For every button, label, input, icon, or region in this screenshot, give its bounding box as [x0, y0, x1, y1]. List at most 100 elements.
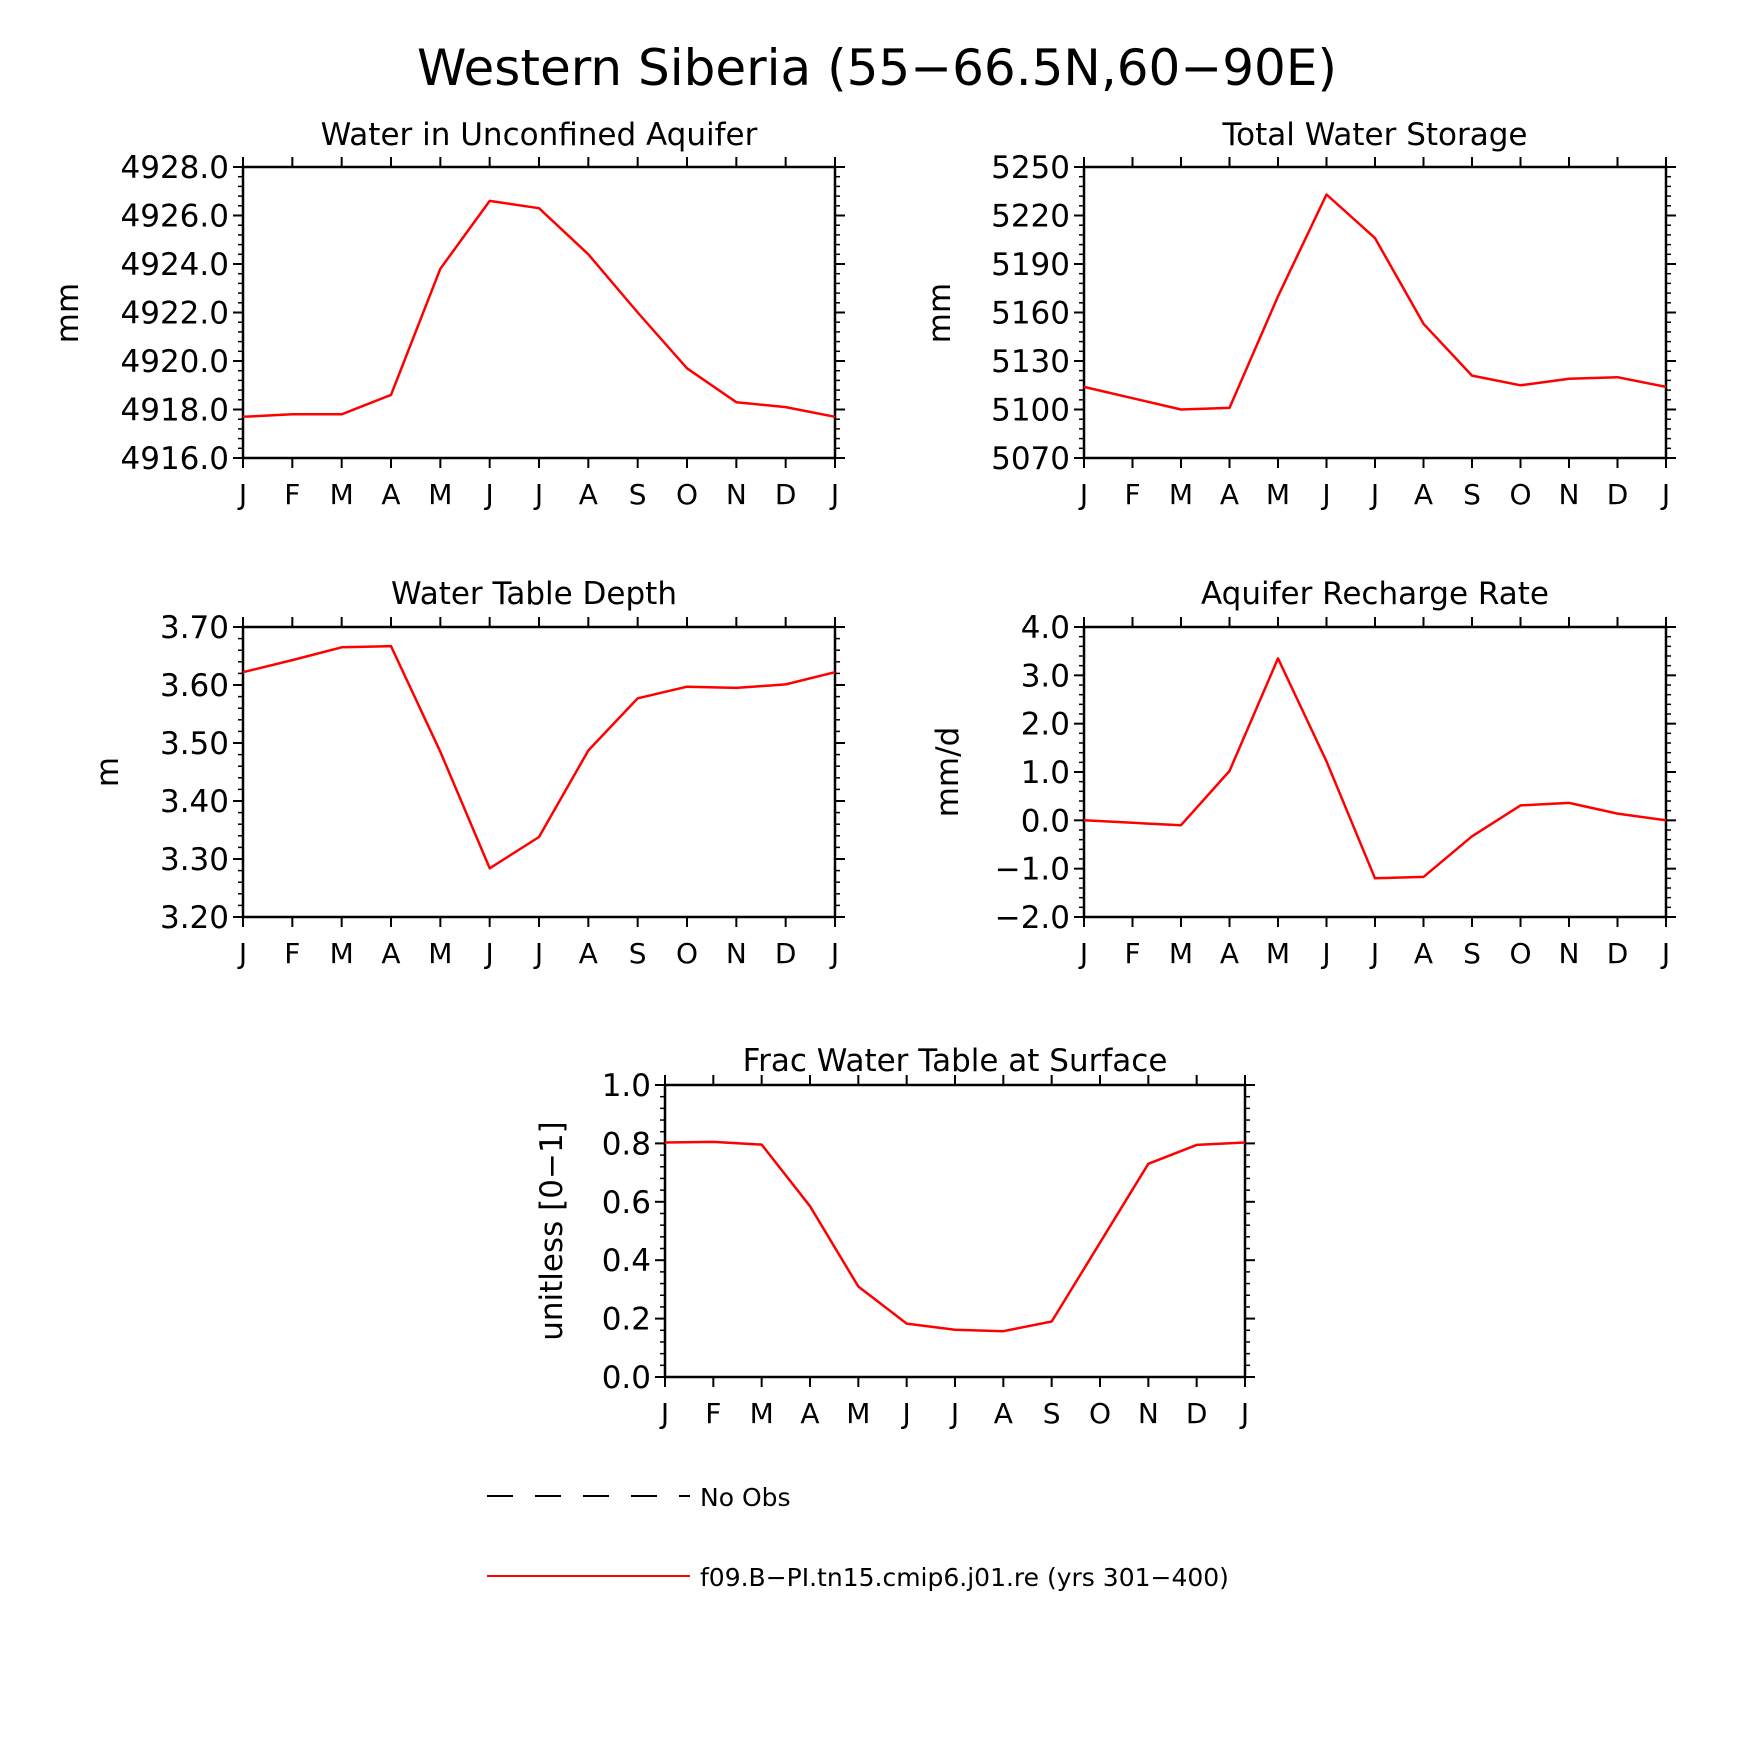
- y-tick-label: 3.40: [160, 784, 229, 820]
- plot-frame: [1082, 165, 1668, 460]
- x-tick-label: M: [428, 478, 452, 511]
- x-tick-label: J: [829, 478, 839, 511]
- y-tick-label: 0.4: [602, 1243, 651, 1279]
- x-tick-label: J: [484, 937, 494, 970]
- plot-frame: [663, 1083, 1247, 1379]
- x-tick-label: M: [1266, 478, 1290, 511]
- y-tick-label: −1.0: [995, 852, 1070, 888]
- x-tick-label: A: [1414, 937, 1433, 970]
- x-tick-label: N: [726, 937, 747, 970]
- panel-title: Aquifer Recharge Rate: [1201, 576, 1549, 612]
- x-tick-label: N: [1559, 478, 1580, 511]
- y-tick-label: 1.0: [1021, 755, 1070, 791]
- y-tick-label: 4924.0: [121, 247, 229, 283]
- y-tick-label: 1.0: [602, 1068, 651, 1104]
- x-tick-label: J: [1078, 937, 1088, 970]
- y-tick-label: 4926.0: [121, 199, 229, 235]
- legend: No Obs f09.B−PI.tn15.cmip6.j01.re (yrs 3…: [487, 1483, 1229, 1592]
- panel-title: Water Table Depth: [391, 576, 677, 612]
- panel-water-table-depth: Water Table Depth m J F M A M J J A S O N D J3.203.3…: [90, 576, 845, 970]
- panel-title: Water in Unconfined Aquifer: [321, 117, 758, 153]
- x-tick-label: A: [579, 478, 598, 511]
- x-tick-label: J: [533, 937, 543, 970]
- x-tick-label: O: [1089, 1397, 1111, 1430]
- y-tick-label: 3.20: [160, 900, 229, 936]
- x-tick-label: N: [1559, 937, 1580, 970]
- y-tick-label: 3.0: [1021, 658, 1070, 694]
- panel-frac-water-table-at-surface: Frac Water Table at Surface unitless [0−…: [534, 1043, 1255, 1430]
- x-tick-label: J: [533, 478, 543, 511]
- y-tick-label: −2.0: [995, 900, 1070, 936]
- y-tick-label: 3.70: [160, 610, 229, 646]
- series-line-model: [242, 644, 836, 870]
- y-tick-label: 0.6: [602, 1185, 651, 1221]
- x-tick-label: D: [1186, 1397, 1208, 1430]
- y-axis-label: unitless [0−1]: [534, 1121, 570, 1341]
- x-tick-label: A: [381, 478, 400, 511]
- x-tick-label: M: [750, 1397, 774, 1430]
- x-tick-label: J: [237, 478, 247, 511]
- y-axis-label: m: [90, 757, 126, 787]
- x-tick-label: M: [330, 937, 354, 970]
- x-tick-label: M: [846, 1397, 870, 1430]
- series-line-model: [664, 1140, 1246, 1333]
- plot-frame: [1082, 625, 1668, 919]
- y-tick-label: 5190: [991, 247, 1070, 283]
- x-tick-label: F: [284, 937, 300, 970]
- x-tick-label: N: [726, 478, 747, 511]
- x-tick-label: A: [1220, 937, 1239, 970]
- x-tick-label: J: [1320, 478, 1330, 511]
- x-tick-label: F: [284, 478, 300, 511]
- panel-total-water-storage: Total Water Storage mm J F M A M J J A S O N D J5070…: [922, 117, 1676, 511]
- y-tick-label: 4.0: [1021, 610, 1070, 646]
- y-tick-label: 4928.0: [121, 150, 229, 186]
- x-tick-label: J: [949, 1397, 959, 1430]
- panel-title: Frac Water Table at Surface: [743, 1043, 1168, 1079]
- x-tick-label: O: [1509, 478, 1531, 511]
- plot-frame: [241, 625, 837, 919]
- x-tick-label: A: [579, 937, 598, 970]
- x-tick-label: M: [1266, 937, 1290, 970]
- x-tick-label: A: [1414, 478, 1433, 511]
- y-axis-label: mm/d: [930, 727, 966, 818]
- x-tick-label: J: [1320, 937, 1330, 970]
- figure-title: Western Siberia (55−66.5N,60−90E): [417, 39, 1337, 97]
- y-tick-label: 4918.0: [121, 393, 229, 429]
- y-tick-label: 5100: [991, 393, 1070, 429]
- x-tick-label: A: [1220, 478, 1239, 511]
- x-tick-label: D: [1607, 478, 1629, 511]
- x-tick-label: J: [1369, 478, 1379, 511]
- y-tick-label: 2.0: [1021, 707, 1070, 743]
- x-tick-label: S: [629, 478, 647, 511]
- x-tick-label: M: [428, 937, 452, 970]
- x-tick-label: M: [330, 478, 354, 511]
- x-tick-label: O: [1509, 937, 1531, 970]
- y-tick-label: 0.8: [602, 1126, 651, 1162]
- x-tick-label: O: [676, 478, 698, 511]
- x-tick-label: A: [994, 1397, 1013, 1430]
- series-line-model: [1083, 193, 1667, 411]
- x-tick-label: M: [1169, 478, 1193, 511]
- y-tick-label: 3.50: [160, 726, 229, 762]
- y-tick-label: 4922.0: [121, 296, 229, 332]
- x-tick-label: J: [1660, 937, 1670, 970]
- y-tick-label: 5130: [991, 344, 1070, 380]
- y-tick-label: 5070: [991, 441, 1070, 477]
- x-tick-label: S: [1043, 1397, 1061, 1430]
- y-tick-label: 5220: [991, 199, 1070, 235]
- x-tick-label: J: [1369, 937, 1379, 970]
- y-tick-label: 3.30: [160, 842, 229, 878]
- x-tick-label: O: [676, 937, 698, 970]
- y-axis-label: mm: [50, 283, 86, 343]
- x-tick-label: J: [901, 1397, 911, 1430]
- x-tick-label: J: [1239, 1397, 1249, 1430]
- x-tick-label: D: [775, 478, 797, 511]
- x-tick-label: M: [1169, 937, 1193, 970]
- x-tick-label: J: [1078, 478, 1088, 511]
- legend-label-model: f09.B−PI.tn15.cmip6.j01.re (yrs 301−400): [700, 1563, 1229, 1592]
- x-tick-label: N: [1138, 1397, 1159, 1430]
- y-tick-label: 0.0: [1021, 803, 1070, 839]
